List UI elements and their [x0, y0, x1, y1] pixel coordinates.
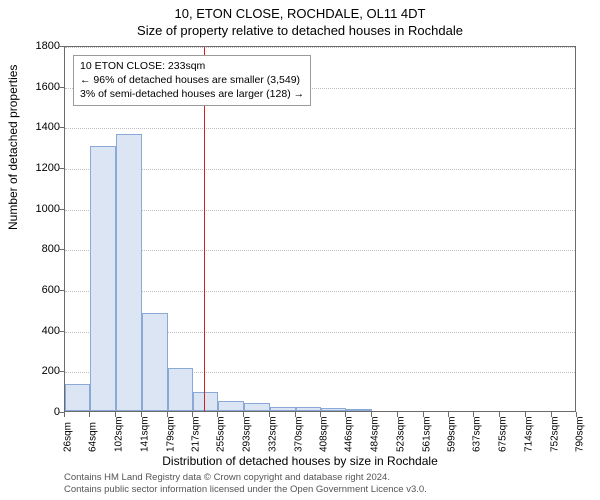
histogram-bar	[168, 368, 193, 411]
histogram-bar	[90, 146, 115, 411]
gridline	[65, 128, 575, 129]
y-tick-label: 200	[0, 365, 60, 377]
histogram-bar	[244, 403, 270, 411]
chart-title-address: 10, ETON CLOSE, ROCHDALE, OL11 4DT	[0, 0, 600, 21]
annotation-line: ← 96% of detached houses are smaller (3,…	[80, 73, 304, 87]
y-tick-label: 400	[0, 325, 60, 337]
y-tick-label: 1400	[0, 121, 60, 133]
y-tick-mark	[59, 371, 64, 372]
histogram-bar	[270, 407, 295, 411]
histogram-bar	[116, 134, 142, 411]
y-tick-mark	[59, 127, 64, 128]
y-tick-label: 0	[0, 406, 60, 418]
x-axis-label: Distribution of detached houses by size …	[0, 454, 600, 468]
annotation-line: 10 ETON CLOSE: 233sqm	[80, 59, 304, 73]
gridline	[65, 47, 575, 48]
y-tick-mark	[59, 46, 64, 47]
x-tick-mark	[64, 412, 65, 417]
footer-attribution: Contains HM Land Registry data © Crown c…	[64, 472, 427, 496]
footer-line: Contains HM Land Registry data © Crown c…	[64, 472, 427, 484]
annotation-line: 3% of semi-detached houses are larger (1…	[80, 87, 304, 101]
footer-line: Contains public sector information licen…	[64, 484, 427, 496]
y-tick-label: 800	[0, 243, 60, 255]
y-tick-mark	[59, 209, 64, 210]
histogram-bar	[321, 408, 346, 411]
chart-title-subtitle: Size of property relative to detached ho…	[0, 21, 600, 38]
histogram-bar	[296, 407, 321, 411]
annotation-box: 10 ETON CLOSE: 233sqm← 96% of detached h…	[73, 55, 311, 106]
y-tick-mark	[59, 168, 64, 169]
y-tick-mark	[59, 331, 64, 332]
histogram-bar	[218, 401, 243, 411]
y-tick-label: 1000	[0, 203, 60, 215]
y-tick-label: 1800	[0, 40, 60, 52]
y-tick-label: 1600	[0, 81, 60, 93]
histogram-bar	[193, 392, 218, 411]
histogram-bar	[65, 384, 90, 411]
y-tick-label: 600	[0, 284, 60, 296]
y-tick-mark	[59, 87, 64, 88]
y-tick-mark	[59, 249, 64, 250]
plot-area: 10 ETON CLOSE: 233sqm← 96% of detached h…	[64, 46, 576, 412]
y-tick-mark	[59, 290, 64, 291]
histogram-bar	[346, 409, 371, 411]
histogram-bar	[142, 313, 167, 411]
x-tick-mark	[89, 412, 90, 417]
y-tick-label: 1200	[0, 162, 60, 174]
